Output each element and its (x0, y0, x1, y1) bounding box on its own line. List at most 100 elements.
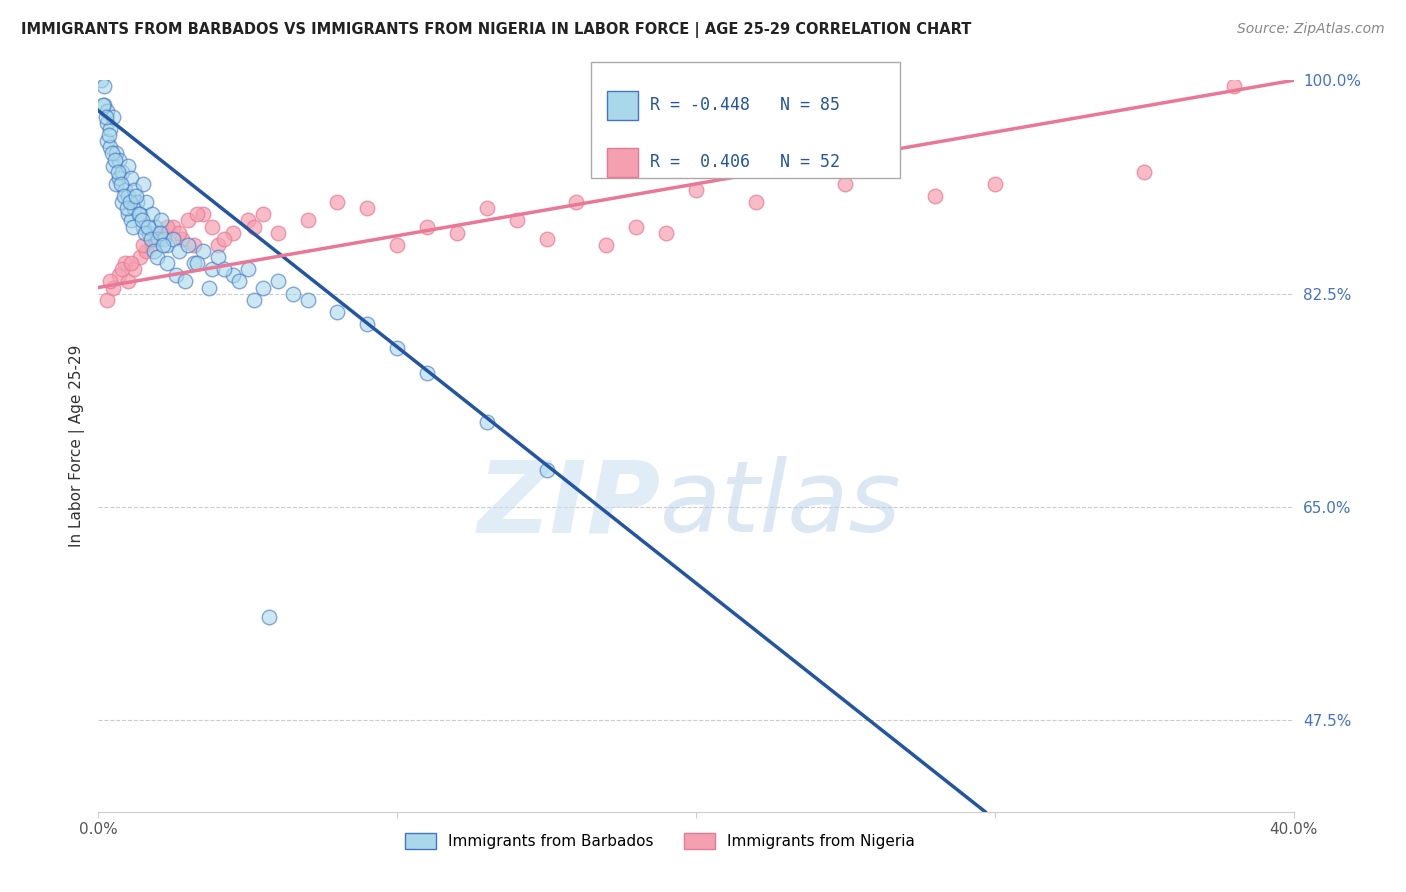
Point (267, 275, 290, 289)
Point (984, 177, 1007, 191)
Text: R =  0.406   N = 52: R = 0.406 N = 52 (650, 153, 839, 171)
Point (101, 146, 124, 161)
Point (120, 256, 142, 270)
Point (143, 219, 166, 234)
Point (506, 213, 529, 227)
Point (103, 159, 125, 173)
Point (134, 226, 156, 240)
Point (536, 232, 558, 246)
Point (222, 226, 245, 240)
Text: ZIP: ZIP (477, 456, 661, 553)
Point (115, 202, 138, 216)
Point (108, 170, 131, 185)
Point (834, 177, 856, 191)
Point (132, 177, 155, 191)
Point (135, 195, 157, 210)
Point (186, 207, 208, 221)
Point (167, 226, 190, 240)
Point (98, 275, 122, 289)
Point (243, 219, 266, 234)
Point (183, 237, 205, 252)
Point (125, 189, 148, 203)
Point (96, 293, 118, 307)
Point (267, 226, 290, 240)
Point (153, 226, 176, 240)
Point (108, 153, 131, 167)
Point (131, 213, 153, 227)
Point (108, 268, 131, 283)
Point (117, 189, 139, 203)
Point (132, 237, 155, 252)
Point (117, 275, 139, 289)
Point (96, 116, 118, 130)
Point (98, 140, 122, 154)
Point (118, 195, 141, 210)
Point (595, 237, 617, 252)
Point (1133, 164, 1156, 178)
Point (198, 280, 221, 294)
Point (326, 195, 349, 210)
Point (1223, 79, 1246, 94)
Point (150, 213, 173, 227)
Point (129, 250, 152, 264)
Point (148, 232, 170, 246)
Point (124, 183, 146, 197)
Point (212, 262, 235, 277)
Point (297, 213, 319, 227)
Point (326, 305, 349, 319)
Point (96, 103, 118, 118)
Point (103, 110, 125, 124)
Point (924, 189, 946, 203)
Point (141, 207, 163, 221)
Point (201, 262, 224, 277)
Point (111, 195, 134, 210)
Point (685, 183, 707, 197)
Point (385, 342, 409, 356)
Point (655, 226, 678, 240)
Point (222, 268, 245, 283)
Point (112, 189, 135, 203)
Point (446, 226, 468, 240)
Point (356, 202, 378, 216)
Point (148, 232, 170, 246)
Point (124, 262, 146, 277)
Point (129, 207, 152, 221)
Point (281, 286, 304, 301)
Point (165, 268, 187, 283)
Y-axis label: In Labor Force | Age 25-29: In Labor Force | Age 25-29 (69, 345, 84, 547)
Point (228, 275, 250, 289)
Point (93, 97, 115, 112)
Point (145, 250, 167, 264)
Point (120, 170, 142, 185)
Legend: Immigrants from Barbados, Immigrants from Nigeria: Immigrants from Barbados, Immigrants fro… (399, 827, 921, 855)
Point (475, 202, 498, 216)
Point (111, 262, 134, 277)
Point (475, 415, 498, 429)
Point (149, 226, 172, 240)
Text: R = -0.448   N = 85: R = -0.448 N = 85 (650, 96, 839, 114)
Point (156, 256, 179, 270)
Point (105, 146, 128, 161)
Point (186, 256, 208, 270)
Point (103, 280, 125, 294)
Point (172, 232, 194, 246)
Point (107, 164, 129, 178)
Point (96, 134, 118, 148)
Point (416, 219, 439, 234)
Point (117, 207, 139, 221)
Point (139, 232, 162, 246)
Point (120, 213, 142, 227)
Point (212, 232, 235, 246)
Point (356, 317, 378, 331)
Point (90, 73, 112, 87)
Point (191, 207, 214, 221)
Point (114, 183, 136, 197)
Point (252, 207, 274, 221)
Point (297, 293, 319, 307)
Point (128, 207, 150, 221)
Point (135, 244, 157, 258)
Text: IMMIGRANTS FROM BARBADOS VS IMMIGRANTS FROM NIGERIA IN LABOR FORCE | AGE 25-29 C: IMMIGRANTS FROM BARBADOS VS IMMIGRANTS F… (21, 22, 972, 38)
Point (162, 232, 184, 246)
Point (385, 237, 409, 252)
Point (105, 177, 128, 191)
